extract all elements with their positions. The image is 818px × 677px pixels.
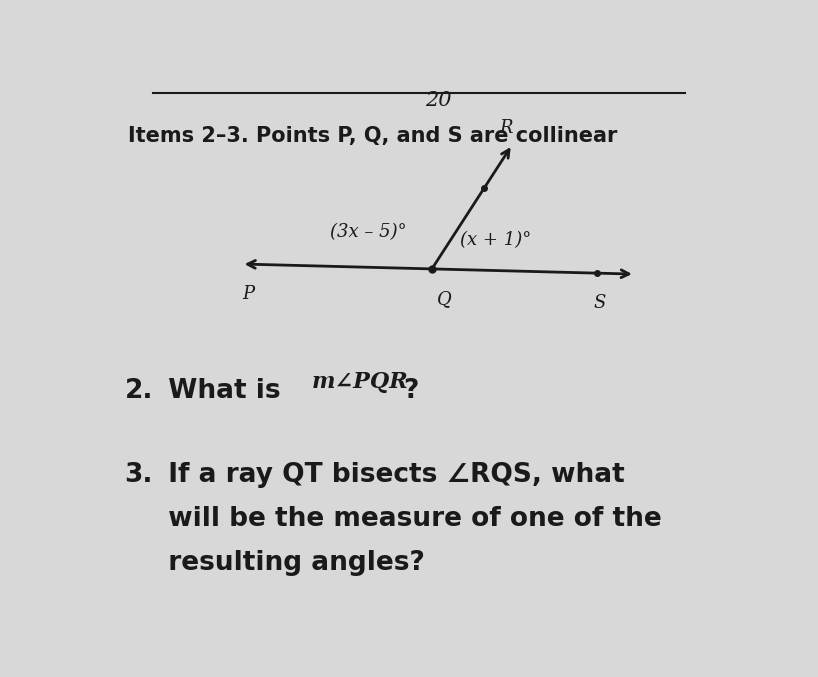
Text: resulting angles?: resulting angles? (150, 550, 425, 576)
Text: 20: 20 (425, 91, 452, 110)
Text: S: S (594, 294, 606, 312)
Text: If a ray QT bisects ∠RQS, what: If a ray QT bisects ∠RQS, what (150, 462, 625, 488)
Text: m∠PQR: m∠PQR (312, 370, 408, 393)
Text: Items 2–3. Points P, Q, and S are collinear: Items 2–3. Points P, Q, and S are collin… (128, 125, 617, 146)
Text: Q: Q (437, 290, 452, 308)
Text: will be the measure of one of the: will be the measure of one of the (150, 506, 662, 532)
Text: What is: What is (150, 378, 290, 404)
Text: ?: ? (403, 378, 419, 404)
Text: P: P (242, 285, 254, 303)
Text: 2.: 2. (124, 378, 153, 404)
Text: R: R (499, 118, 513, 137)
Text: (x + 1)°: (x + 1)° (460, 232, 531, 249)
Text: (3x – 5)°: (3x – 5)° (330, 223, 407, 242)
Text: 3.: 3. (124, 462, 153, 488)
